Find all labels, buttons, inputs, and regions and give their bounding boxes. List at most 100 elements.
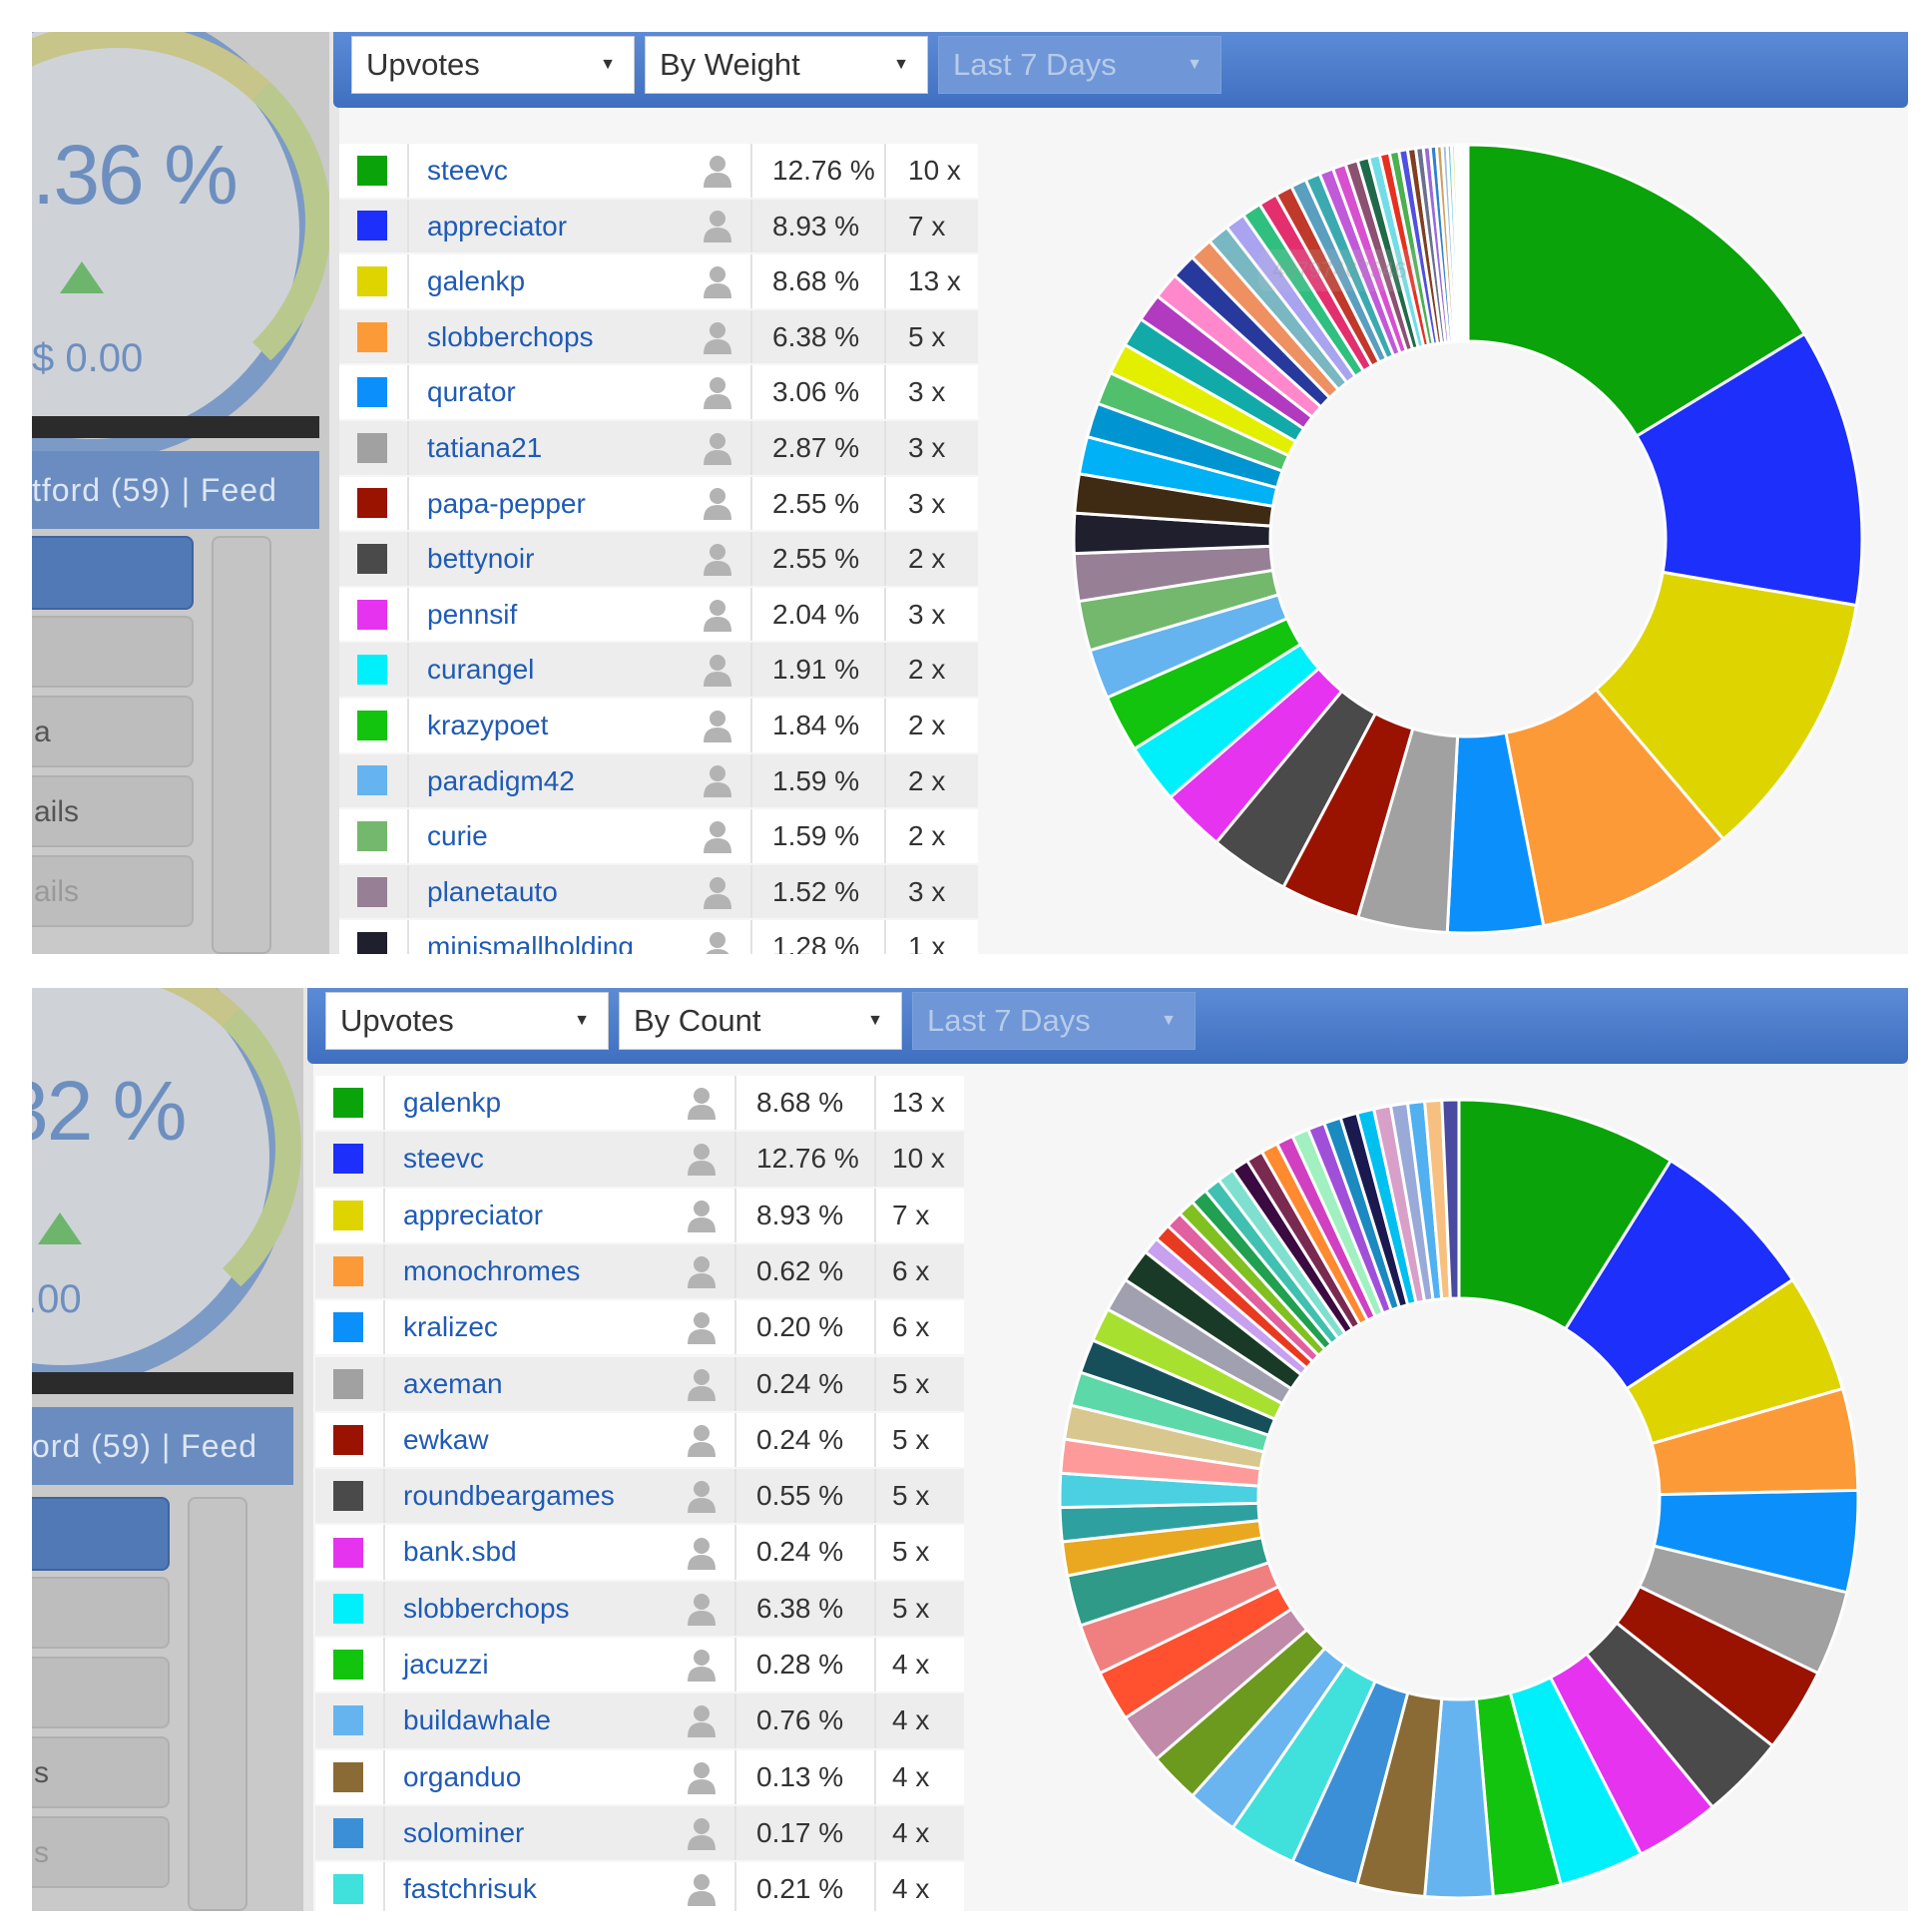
- voter-link[interactable]: minismallholding: [427, 931, 634, 954]
- voter-link[interactable]: curie: [427, 820, 488, 852]
- user-icon[interactable]: [685, 1536, 719, 1570]
- table-row[interactable]: organduo 0.13 % 4 x: [315, 1749, 964, 1804]
- voter-link[interactable]: fastchrisuk: [403, 1873, 537, 1905]
- table-row[interactable]: steevc 12.76 % 10 x: [339, 144, 978, 198]
- table-row[interactable]: bank.sbd 0.24 % 5 x: [315, 1525, 964, 1580]
- vote-type-select[interactable]: Upvotes ▼: [351, 36, 635, 94]
- voter-link[interactable]: bettynoir: [427, 543, 535, 575]
- table-row[interactable]: pennsif 2.04 % 3 x: [339, 587, 978, 642]
- user-icon[interactable]: [701, 763, 734, 798]
- sidebar-button[interactable]: ails: [32, 855, 194, 927]
- sort-select[interactable]: By Count ▼: [619, 992, 902, 1050]
- user-icon[interactable]: [701, 598, 734, 632]
- table-row[interactable]: slobberchops 6.38 % 5 x: [315, 1581, 964, 1636]
- user-icon[interactable]: [685, 1872, 719, 1907]
- user-icon[interactable]: [685, 1254, 719, 1289]
- voter-link[interactable]: galenkp: [403, 1087, 502, 1118]
- user-icon[interactable]: [685, 1703, 719, 1738]
- user-icon[interactable]: [685, 1760, 719, 1794]
- table-row[interactable]: qurator 3.06 % 3 x: [339, 365, 978, 419]
- user-icon[interactable]: [701, 209, 734, 243]
- voter-link[interactable]: krazypoet: [427, 710, 549, 740]
- voter-link[interactable]: axeman: [403, 1367, 503, 1399]
- table-row[interactable]: curie 1.59 % 2 x: [339, 809, 978, 863]
- voter-link[interactable]: pennsif: [427, 598, 518, 630]
- voter-link[interactable]: slobberchops: [403, 1592, 570, 1624]
- table-row[interactable]: kralizec 0.20 % 6 x: [315, 1300, 964, 1355]
- user-icon[interactable]: [701, 264, 734, 298]
- voter-link[interactable]: steevc: [403, 1143, 484, 1175]
- voter-link[interactable]: appreciator: [403, 1199, 544, 1230]
- user-icon[interactable]: [701, 486, 734, 521]
- user-icon[interactable]: [701, 709, 734, 742]
- user-icon[interactable]: [685, 1142, 719, 1177]
- voter-link[interactable]: tatiana21: [427, 432, 543, 463]
- voter-link[interactable]: organduo: [403, 1760, 522, 1792]
- user-icon[interactable]: [685, 1367, 719, 1401]
- table-row[interactable]: monochromes 0.62 % 6 x: [315, 1243, 964, 1299]
- voter-link[interactable]: paradigm42: [427, 764, 575, 796]
- pie-slice-galenkp[interactable]: [1594, 570, 1859, 841]
- table-row[interactable]: axeman 0.24 % 5 x: [315, 1356, 964, 1411]
- table-row[interactable]: minismallholding 1.28 % 1 x: [339, 920, 978, 954]
- pie-slice-steevc[interactable]: [1466, 143, 1807, 439]
- user-icon[interactable]: [685, 1199, 719, 1232]
- profile-nav[interactable]: tford (59) | Feed: [32, 451, 319, 529]
- pie-slice-other-52[interactable]: [1464, 143, 1470, 343]
- user-icon[interactable]: [685, 1816, 719, 1851]
- table-row[interactable]: ewkaw 0.24 % 5 x: [315, 1412, 964, 1468]
- user-icon[interactable]: [685, 1423, 719, 1457]
- user-icon[interactable]: [701, 431, 734, 465]
- voter-link[interactable]: qurator: [427, 376, 516, 408]
- user-icon[interactable]: [685, 1479, 719, 1514]
- voter-link[interactable]: steevc: [427, 155, 508, 186]
- voter-link[interactable]: roundbeargames: [403, 1480, 615, 1512]
- voter-link[interactable]: planetauto: [427, 875, 558, 907]
- sidebar-button[interactable]: s: [32, 1816, 170, 1888]
- voter-link[interactable]: kralizec: [403, 1311, 498, 1343]
- user-icon[interactable]: [685, 1086, 719, 1121]
- table-row[interactable]: galenkp 8.68 % 13 x: [315, 1076, 964, 1131]
- table-row[interactable]: planetauto 1.52 % 3 x: [339, 864, 978, 919]
- vote-type-select[interactable]: Upvotes ▼: [325, 992, 609, 1050]
- user-icon[interactable]: [701, 542, 734, 576]
- table-row[interactable]: bettynoir 2.55 % 2 x: [339, 532, 978, 586]
- pie-slice-appreciator[interactable]: [1635, 331, 1864, 608]
- table-row[interactable]: buildawhale 0.76 % 4 x: [315, 1693, 964, 1748]
- user-icon[interactable]: [701, 653, 734, 688]
- table-row[interactable]: steevc 12.76 % 10 x: [315, 1132, 964, 1187]
- voter-link[interactable]: slobberchops: [427, 320, 594, 352]
- table-row[interactable]: tatiana21 2.87 % 3 x: [339, 421, 978, 475]
- voter-link[interactable]: buildawhale: [403, 1704, 551, 1736]
- voter-link[interactable]: galenkp: [427, 265, 526, 297]
- table-row[interactable]: curangel 1.91 % 2 x: [339, 643, 978, 697]
- user-icon[interactable]: [701, 320, 734, 354]
- table-row[interactable]: jacuzzi 0.28 % 4 x: [315, 1638, 964, 1692]
- user-icon[interactable]: [701, 375, 734, 410]
- table-row[interactable]: appreciator 8.93 % 7 x: [315, 1188, 964, 1242]
- user-icon[interactable]: [685, 1310, 719, 1345]
- user-icon[interactable]: [701, 875, 734, 909]
- pie-slice-other-51[interactable]: [1440, 1098, 1461, 1300]
- table-row[interactable]: solominer 0.17 % 4 x: [315, 1805, 964, 1861]
- table-row[interactable]: roundbeargames 0.55 % 5 x: [315, 1469, 964, 1524]
- voter-link[interactable]: bank.sbd: [403, 1536, 517, 1568]
- sort-select[interactable]: By Weight ▼: [645, 36, 928, 94]
- sidebar-button[interactable]: [32, 1577, 170, 1649]
- user-icon[interactable]: [685, 1592, 719, 1626]
- sidebar-button[interactable]: a: [32, 696, 194, 767]
- voter-link[interactable]: papa-pepper: [427, 487, 586, 519]
- table-row[interactable]: galenkp 8.68 % 13 x: [339, 254, 978, 308]
- table-row[interactable]: papa-pepper 2.55 % 3 x: [339, 476, 978, 531]
- voter-link[interactable]: solominer: [403, 1816, 525, 1848]
- voter-link[interactable]: appreciator: [427, 210, 568, 242]
- voter-link[interactable]: jacuzzi: [403, 1649, 489, 1680]
- sidebar-button[interactable]: [32, 1657, 170, 1728]
- sidebar-button[interactable]: [32, 616, 194, 688]
- user-icon[interactable]: [701, 154, 734, 188]
- table-row[interactable]: krazypoet 1.84 % 2 x: [339, 699, 978, 752]
- user-icon[interactable]: [701, 819, 734, 853]
- voter-link[interactable]: curangel: [427, 654, 535, 686]
- sidebar-button[interactable]: s: [32, 1736, 170, 1808]
- sidebar-button[interactable]: [32, 1497, 170, 1571]
